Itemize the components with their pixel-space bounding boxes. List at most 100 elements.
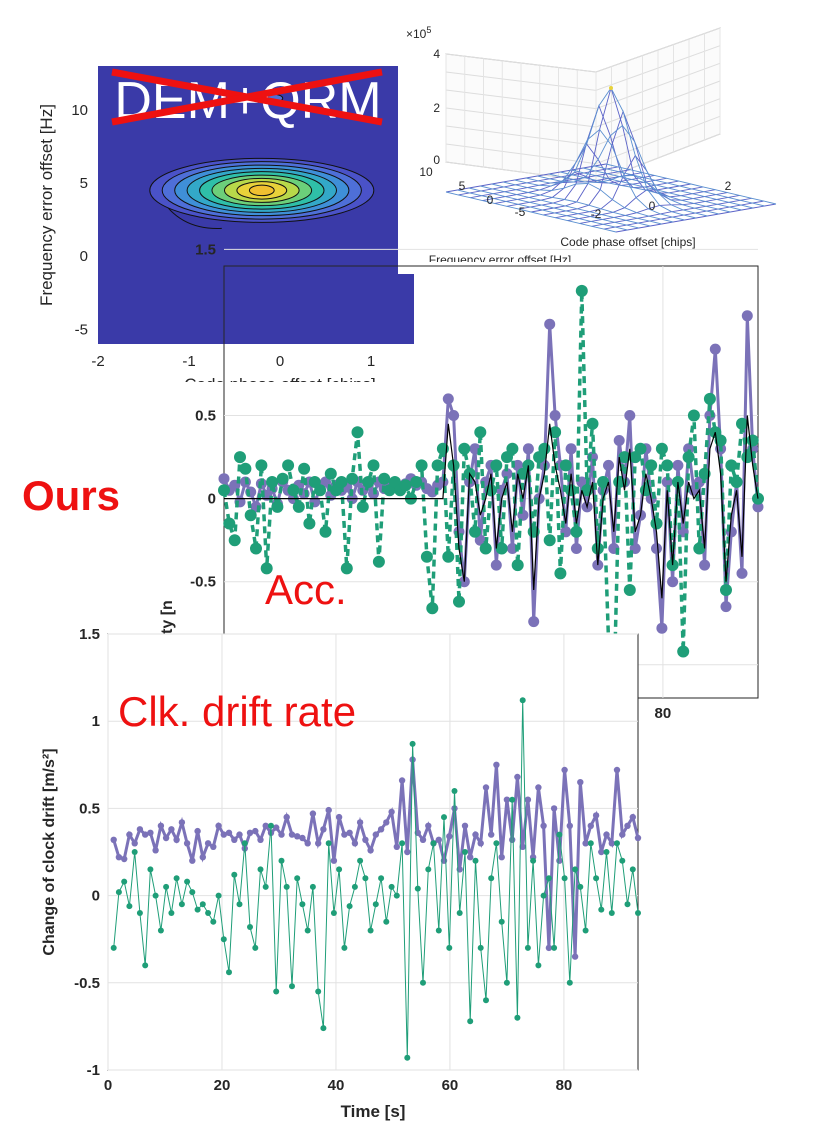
data-point-baseline [565,484,578,497]
data-point-ours [325,806,332,814]
data-point-baseline [698,467,711,480]
data-point-ours [709,343,721,355]
data-point-baseline [163,883,170,890]
data-point-baseline [404,1054,411,1061]
data-point-baseline [278,857,285,864]
data-point-ours [162,834,170,842]
data-point-ours [320,826,327,833]
contour-ylabel: Frequency error offset [Hz] [37,104,56,306]
data-point-ours [309,810,317,817]
velocity-ticks: 801.50.50-0.5-1 [190,241,671,722]
data-point-ours [419,836,427,843]
ytick-label: 0.5 [79,800,100,817]
data-point-ours [545,944,553,952]
data-point-ours [498,854,505,861]
data-point-baseline [152,892,159,899]
data-point-ours [482,784,490,791]
data-point-ours [624,410,636,421]
data-point-ours [656,622,668,634]
data-point-baseline [490,459,503,472]
data-point-ours [199,854,206,861]
data-point-ours [341,831,348,838]
data-point-baseline [725,459,738,472]
data-point-ours [741,310,753,322]
data-point-ours [330,857,338,864]
data-point-ours [218,473,230,485]
data-point-baseline [635,910,641,916]
data-point-baseline [173,875,180,882]
data-point-ours [335,813,343,821]
cross-line-2 [111,68,383,126]
data-point-baseline [271,500,284,513]
data-point-baseline [184,878,191,885]
data-point-ours [629,813,636,821]
data-point-baseline [236,901,243,908]
data-point-baseline [575,284,588,297]
data-point-baseline [255,459,268,472]
data-point-ours [147,829,154,836]
ytick-label: -0.5 [74,975,100,992]
data-point-ours [522,443,534,455]
ytick-label: 1.5 [195,241,216,258]
data-point-baseline [178,901,185,908]
data-point-baseline [215,892,222,899]
data-point-baseline [614,840,620,847]
data-point-baseline [469,525,481,538]
data-point-baseline [746,434,759,447]
data-point-baseline [456,910,463,916]
data-point-ours [592,812,600,819]
data-point-baseline [451,788,458,794]
data-point-ours [367,847,374,854]
data-point-baseline [205,910,212,916]
data-point-ours [488,831,495,838]
data-point-ours [619,831,626,838]
data-point-ours [435,836,442,843]
ours-label: Ours [22,472,121,519]
data-point-baseline [425,866,432,873]
data-point-baseline [351,883,358,890]
surface-meshline [537,124,708,217]
data-point-ours [540,822,547,829]
data-point-baseline [582,927,589,934]
data-point-baseline [687,409,700,422]
data-point-ours [315,840,322,847]
data-point-ours [299,834,306,842]
data-point-baseline [554,567,567,580]
data-point-ours [736,567,748,579]
data-point-ours [252,827,259,835]
data-point-baseline [503,979,510,986]
data-point-ours [204,840,212,847]
data-point-ours [262,822,269,829]
data-point-ours [565,443,577,455]
surface-xtick: -2 [591,207,602,221]
surface-ztick: 2 [433,101,440,115]
data-point-baseline [608,910,615,916]
data-point-baseline [247,924,253,930]
surface-meshline [502,181,674,223]
data-point-ours [372,831,379,838]
surface-meshline [560,171,731,213]
data-point-ours [362,836,369,843]
data-point-baseline [239,462,252,475]
ytick-label: 1.5 [79,626,100,643]
data-point-baseline [430,840,437,847]
data-point-baseline [483,997,489,1004]
surface-meshline [445,163,607,193]
data-point-ours [519,843,526,850]
data-point-ours [398,777,406,784]
data-point-baseline [299,901,306,908]
data-point-ours [304,840,311,847]
data-point-ours [189,857,196,864]
velocity-series [218,284,764,704]
data-point-baseline [623,584,636,596]
data-point-baseline [362,476,375,488]
contour-rings [149,93,375,229]
data-point-ours [152,847,159,854]
data-point-ours [393,843,400,850]
data-point-ours [404,848,411,856]
surface-peak [609,86,613,90]
data-point-baseline [399,840,406,847]
data-point-baseline [357,857,364,864]
data-point-baseline [319,525,332,538]
data-point-ours [512,459,524,471]
